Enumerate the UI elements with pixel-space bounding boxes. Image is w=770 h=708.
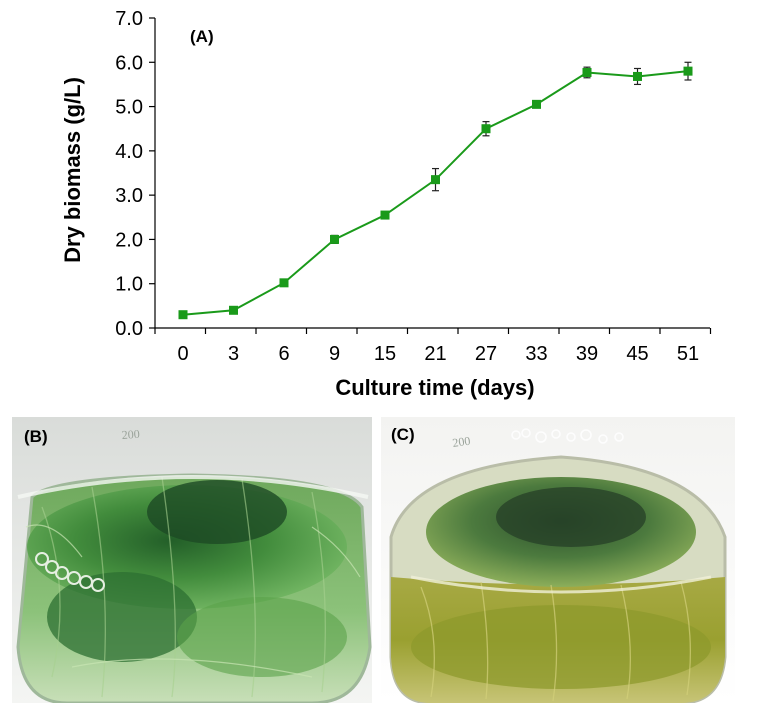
- data-point: [683, 66, 693, 76]
- x-axis-ticks: 0 3 6 9 15 21 27 33 39 45 51: [154, 328, 712, 365]
- photo-panel-b: 200 (B): [12, 417, 372, 703]
- photo-panel-c: 200 (C): [381, 417, 735, 703]
- x-tick-label: 6: [278, 343, 289, 365]
- y-tick-label: 2.0: [115, 229, 143, 251]
- x-tick-label: 9: [329, 343, 340, 365]
- beaker-scale-text-c: 200: [451, 434, 471, 450]
- x-tick-label: 51: [677, 343, 699, 365]
- chart-axes: [154, 18, 710, 329]
- x-tick-label: 0: [177, 343, 188, 365]
- x-tick-label: 21: [424, 343, 446, 365]
- y-tick-label: 5.0: [115, 97, 143, 119]
- y-tick-label: 0.0: [115, 318, 143, 340]
- y-tick-label: 4.0: [115, 141, 143, 163]
- panel-a-label: (A): [190, 27, 214, 46]
- data-point: [279, 278, 289, 288]
- data-point: [380, 210, 390, 220]
- data-point: [532, 99, 541, 109]
- series-line: [182, 70, 689, 316]
- panel-b-label: (B): [24, 427, 48, 446]
- x-tick-label: 39: [576, 343, 598, 365]
- y-axis-label: Dry biomass (g/L): [60, 77, 85, 263]
- data-point: [481, 124, 491, 134]
- data-point: [431, 175, 440, 185]
- y-tick-label: 6.0: [115, 52, 143, 74]
- data-point: [178, 310, 188, 320]
- data-point: [633, 71, 642, 81]
- y-axis-ticks: 0.0 1.0 2.0 3.0 4.0 5.0 6.0 7.0: [115, 8, 155, 340]
- beaker-scale-text-b: 200: [121, 427, 140, 442]
- y-tick-label: 1.0: [115, 274, 143, 296]
- y-tick-label: 7.0: [115, 8, 143, 30]
- data-point: [330, 234, 339, 244]
- x-tick-label: 15: [374, 343, 396, 365]
- flask-photo-c: 200: [381, 417, 735, 703]
- x-tick-label: 27: [475, 343, 497, 365]
- x-tick-label: 3: [228, 343, 239, 365]
- series-layer: [178, 61, 693, 320]
- panel-c-label: (C): [391, 425, 415, 444]
- flask-photo-b: 200: [12, 417, 372, 703]
- y-tick-label: 3.0: [115, 185, 143, 207]
- data-point: [229, 305, 238, 315]
- x-tick-label: 45: [626, 343, 648, 365]
- data-point: [582, 67, 592, 77]
- x-tick-label: 33: [525, 343, 547, 365]
- biomass-line-chart: (A) 0.0 1.0 2.0 3.0 4.0 5.0 6.0 7.0 0 3 6 9 15 21 27 3…: [60, 8, 712, 400]
- x-axis-label: Culture time (days): [335, 375, 534, 400]
